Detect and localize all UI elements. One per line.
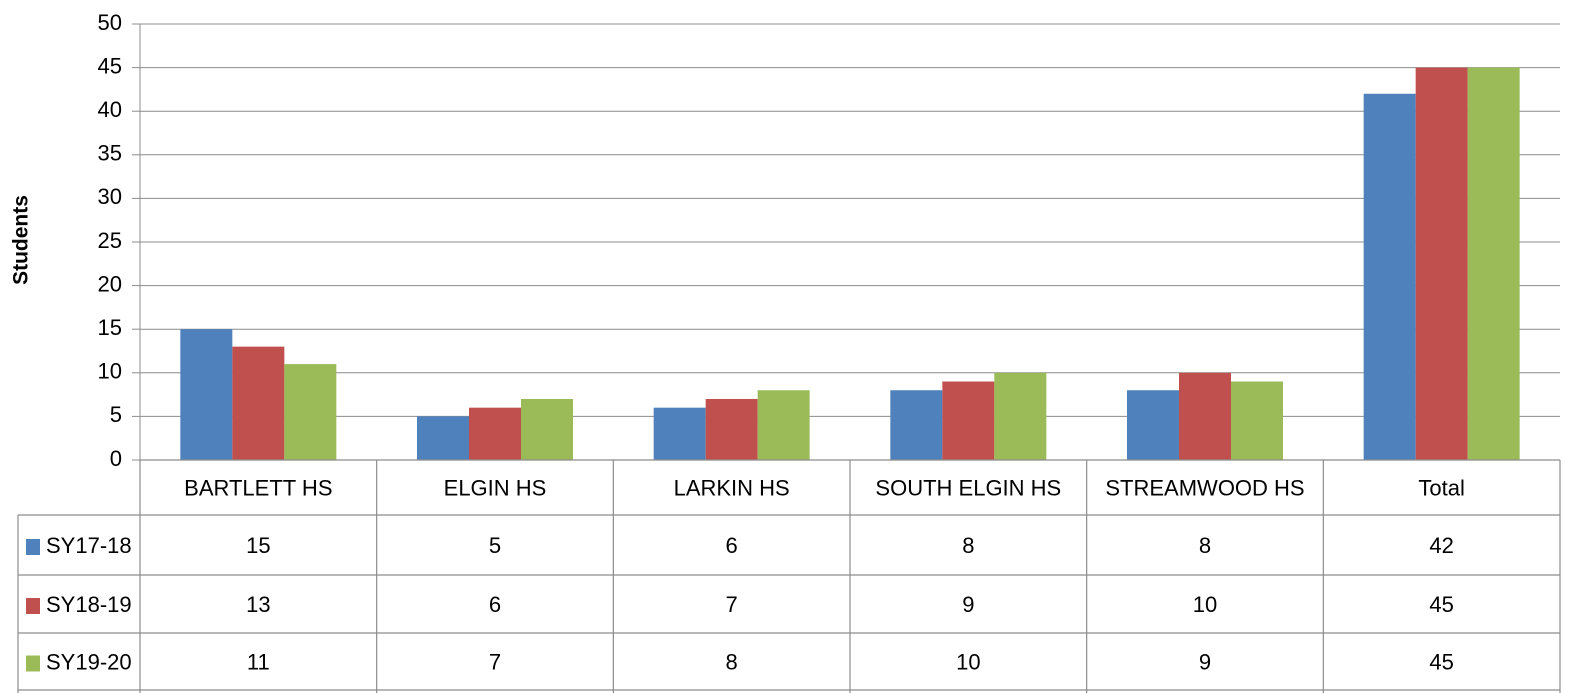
y-tick-label: 15 — [98, 315, 122, 340]
bar — [1231, 381, 1283, 460]
table-cell: 8 — [726, 649, 738, 674]
table-cell: 13 — [246, 592, 270, 617]
y-tick-label: 35 — [98, 141, 122, 166]
y-tick-label: 45 — [98, 53, 122, 78]
bar — [1467, 67, 1520, 460]
bar — [417, 416, 469, 460]
table-cell: 6 — [489, 592, 501, 617]
bar — [890, 390, 943, 460]
table-cell: 9 — [962, 592, 974, 617]
y-tick-label: 40 — [98, 97, 122, 122]
table-cell: 42 — [1429, 533, 1453, 558]
table-cell: 45 — [1429, 649, 1453, 674]
y-tick-label: 0 — [110, 446, 122, 471]
table-cell: 7 — [726, 592, 738, 617]
table-cell: 10 — [956, 649, 980, 674]
y-axis-label: Students — [10, 195, 33, 285]
legend-label: SY18-19 — [46, 592, 132, 617]
legend-key — [26, 655, 40, 672]
x-tick-label: STREAMWOOD HS — [1105, 475, 1304, 500]
bar — [180, 329, 233, 460]
table-cell: 45 — [1429, 592, 1453, 617]
y-tick-label: 25 — [98, 228, 122, 253]
table-cell: 7 — [489, 649, 501, 674]
bar — [653, 407, 706, 460]
y-tick-label: 5 — [110, 402, 122, 427]
y-tick-label: 50 — [98, 10, 122, 35]
bar — [994, 372, 1047, 460]
table-cell: 8 — [1199, 533, 1211, 558]
legend-label: SY17-18 — [46, 533, 132, 558]
table-cell: 6 — [726, 533, 738, 558]
bar — [705, 398, 758, 460]
bar — [1127, 390, 1179, 460]
x-tick-label: SOUTH ELGIN HS — [875, 475, 1061, 500]
table-cell: 9 — [1199, 649, 1211, 674]
bar — [1179, 372, 1231, 460]
x-tick-label: Total — [1418, 475, 1464, 500]
y-tick-label: 10 — [98, 359, 122, 384]
legend-label: SY19-20 — [46, 649, 132, 674]
y-tick-label: 20 — [98, 271, 122, 296]
legend-key — [26, 539, 40, 555]
bar — [757, 390, 810, 460]
table-cell: 15 — [246, 533, 270, 558]
x-tick-label: ELGIN HS — [444, 475, 547, 500]
table-cell: 8 — [962, 533, 974, 558]
bar — [232, 346, 285, 460]
bar — [1415, 67, 1468, 460]
bar — [469, 407, 521, 460]
bar — [1363, 93, 1416, 460]
y-tick-label: 30 — [98, 184, 122, 209]
table-cell: 10 — [1193, 592, 1217, 617]
x-tick-label: LARKIN HS — [674, 475, 790, 500]
legend-key — [26, 598, 40, 614]
table-cell: 11 — [247, 649, 270, 674]
bar — [942, 381, 995, 460]
table-cell: 5 — [489, 533, 501, 558]
x-tick-label: BARTLETT HS — [184, 475, 332, 500]
bar — [521, 398, 573, 460]
bar — [284, 364, 337, 460]
